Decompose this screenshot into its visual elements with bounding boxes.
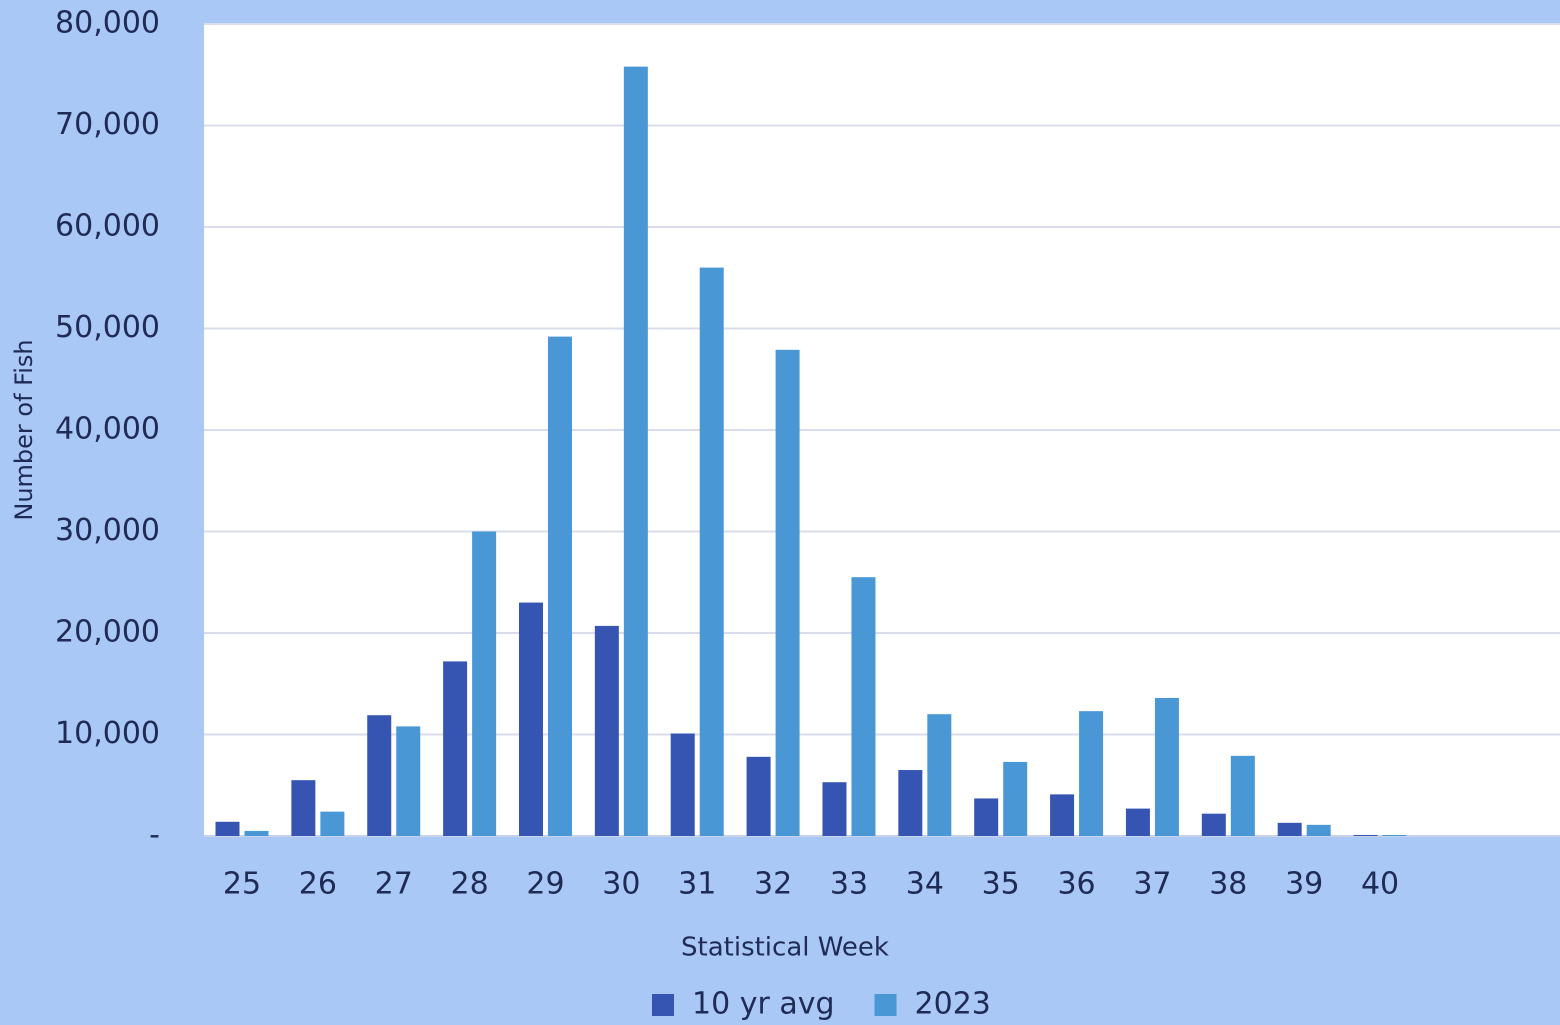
x-tick-label: 35 — [982, 867, 1020, 902]
y-tick-label: 80,000 — [55, 6, 160, 41]
bar — [623, 66, 648, 836]
y-axis-title: Number of Fish — [10, 339, 38, 520]
bar — [244, 830, 269, 836]
bar — [291, 780, 316, 836]
x-axis-title: Statistical Week — [681, 933, 889, 963]
bar — [1230, 755, 1255, 836]
bar — [1050, 794, 1075, 836]
bar — [1079, 711, 1104, 836]
x-tick-label: 32 — [754, 867, 792, 902]
bar — [1277, 822, 1302, 836]
bar — [898, 770, 923, 836]
x-tick-label: 25 — [223, 867, 261, 902]
bar — [670, 733, 695, 836]
y-tick-label: - — [149, 818, 160, 853]
bar — [1125, 808, 1150, 836]
legend-label: 2023 — [915, 987, 991, 1022]
bar — [927, 714, 952, 836]
x-tick-label: 36 — [1057, 867, 1095, 902]
bar — [396, 726, 421, 836]
bar — [699, 267, 724, 837]
x-tick-label: 31 — [678, 867, 716, 902]
bar — [215, 821, 240, 836]
x-tick-label: 40 — [1361, 867, 1399, 902]
y-tick-label: 30,000 — [55, 513, 160, 548]
bar — [367, 715, 392, 836]
x-tick-label: 29 — [526, 867, 564, 902]
bar — [1306, 824, 1331, 836]
legend-label: 10 yr avg — [692, 987, 835, 1022]
x-tick-label: 26 — [299, 867, 337, 902]
x-tick-label: 39 — [1285, 867, 1323, 902]
bar — [443, 661, 468, 836]
x-tick-label: 30 — [602, 867, 640, 902]
bar — [320, 811, 345, 836]
bar — [1154, 697, 1179, 836]
bar — [974, 798, 999, 836]
bar — [746, 756, 771, 836]
bar — [1353, 834, 1378, 836]
bar — [472, 531, 497, 836]
y-tick-label: 40,000 — [55, 412, 160, 447]
y-tick-label: 50,000 — [55, 310, 160, 345]
y-tick-label: 20,000 — [55, 615, 160, 650]
x-tick-label: 38 — [1209, 867, 1247, 902]
bar — [518, 602, 543, 836]
y-tick-label: 60,000 — [55, 209, 160, 244]
bar — [1003, 761, 1028, 836]
bar — [851, 577, 876, 836]
x-tick-label: 33 — [830, 867, 868, 902]
x-tick-label: 28 — [451, 867, 489, 902]
x-tick-label: 37 — [1133, 867, 1171, 902]
bar — [1201, 813, 1226, 836]
bar — [822, 782, 847, 836]
y-tick-label: 70,000 — [55, 107, 160, 142]
bar — [594, 625, 619, 836]
x-tick-label: 34 — [906, 867, 944, 902]
bar — [547, 336, 572, 836]
y-tick-label: 10,000 — [55, 716, 160, 751]
bar — [775, 349, 800, 836]
x-tick-label: 27 — [375, 867, 413, 902]
legend-swatch — [874, 994, 897, 1016]
bar — [1382, 834, 1407, 836]
legend-swatch — [652, 994, 674, 1016]
